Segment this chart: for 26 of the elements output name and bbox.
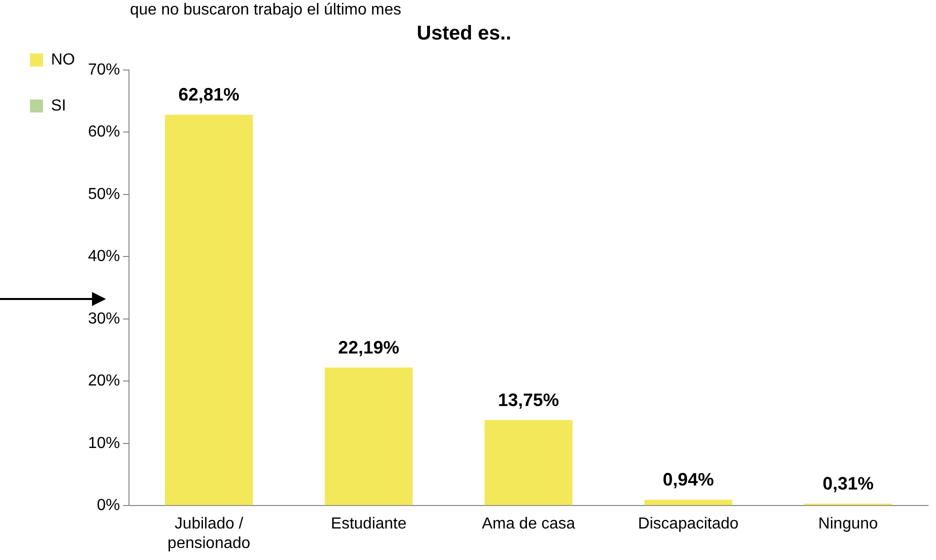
x-tick-label: Ama de casa bbox=[482, 516, 576, 533]
legend-label: NO bbox=[51, 51, 75, 68]
text: que no buscaron trabajo el último mes bbox=[130, 1, 402, 18]
data-label: 0,94% bbox=[662, 470, 714, 490]
x-tick-label: Discapacitado bbox=[638, 516, 739, 533]
x-tick-label: Jubilado / pensionado bbox=[168, 516, 250, 552]
y-tick-label: 20% bbox=[88, 372, 120, 390]
data-label: 62,81% bbox=[178, 84, 240, 105]
bar bbox=[164, 114, 253, 506]
bar bbox=[324, 368, 413, 506]
y-tick-label: 10% bbox=[88, 434, 120, 452]
bar bbox=[484, 420, 572, 506]
legend-label: SI bbox=[51, 97, 66, 114]
data-label: 22,19% bbox=[338, 337, 400, 358]
y-tick-label: 60% bbox=[88, 124, 120, 141]
y-tick-label: 70% bbox=[88, 61, 120, 78]
bar bbox=[644, 500, 732, 506]
x-tick-label: Ninguno bbox=[818, 516, 878, 533]
data-label: 0,31% bbox=[822, 474, 874, 494]
y-tick-label: 40% bbox=[88, 248, 120, 266]
y-tick-label: 30% bbox=[88, 310, 120, 328]
y-tick-label: 50% bbox=[88, 186, 120, 203]
data-label: 13,75% bbox=[498, 390, 560, 410]
y-tick-label: 0% bbox=[96, 497, 120, 514]
x-tick-label: Estudiante bbox=[330, 516, 407, 533]
chart-title: Usted es.. bbox=[416, 22, 512, 45]
